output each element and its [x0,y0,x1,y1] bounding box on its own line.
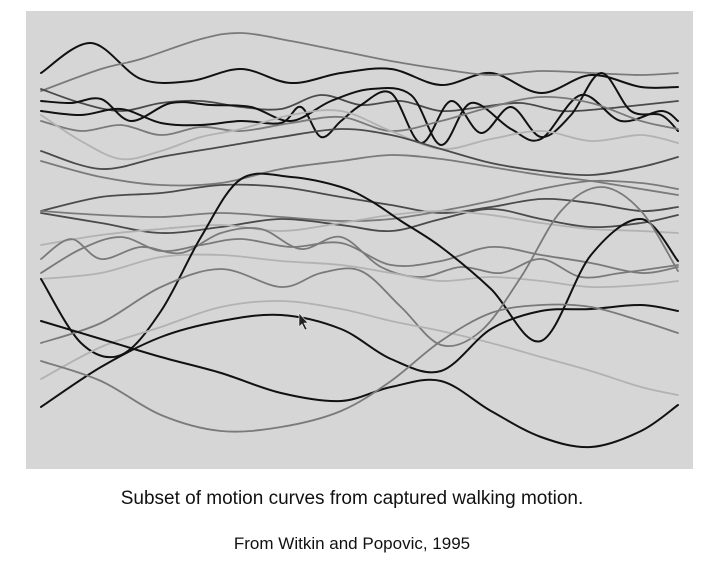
motion-curve-12 [40,208,679,234]
motion-curve-16 [40,253,679,289]
motion-curve-10 [40,183,679,214]
motion-curve-3 [40,88,679,113]
motion-curve-19 [40,300,679,396]
motion-curve-17 [40,172,679,359]
motion-curve-14 [40,236,679,274]
motion-curve-1 [40,41,679,95]
figure-credit: From Witkin and Popovic, 1995 [233,534,471,553]
motion-curve-2 [40,32,679,92]
motion-curve-7 [40,109,679,161]
motion-curve-20 [40,303,679,408]
motion-curve-15 [40,227,679,279]
mouse-cursor-icon [298,312,309,331]
motion-curve-4 [40,87,679,146]
motion-curve-18 [40,186,679,347]
motion-curves-panel [26,11,693,469]
motion-curve-8 [40,128,679,177]
figure-caption: Subset of motion curves from captured wa… [120,488,584,509]
motion-curve-11 [40,179,679,222]
motion-curve-22 [40,303,679,433]
motion-curves-plot [40,32,679,449]
motion-curve-5 [40,72,679,144]
motion-curve-21 [40,320,679,449]
motion-curve-6 [40,95,679,136]
